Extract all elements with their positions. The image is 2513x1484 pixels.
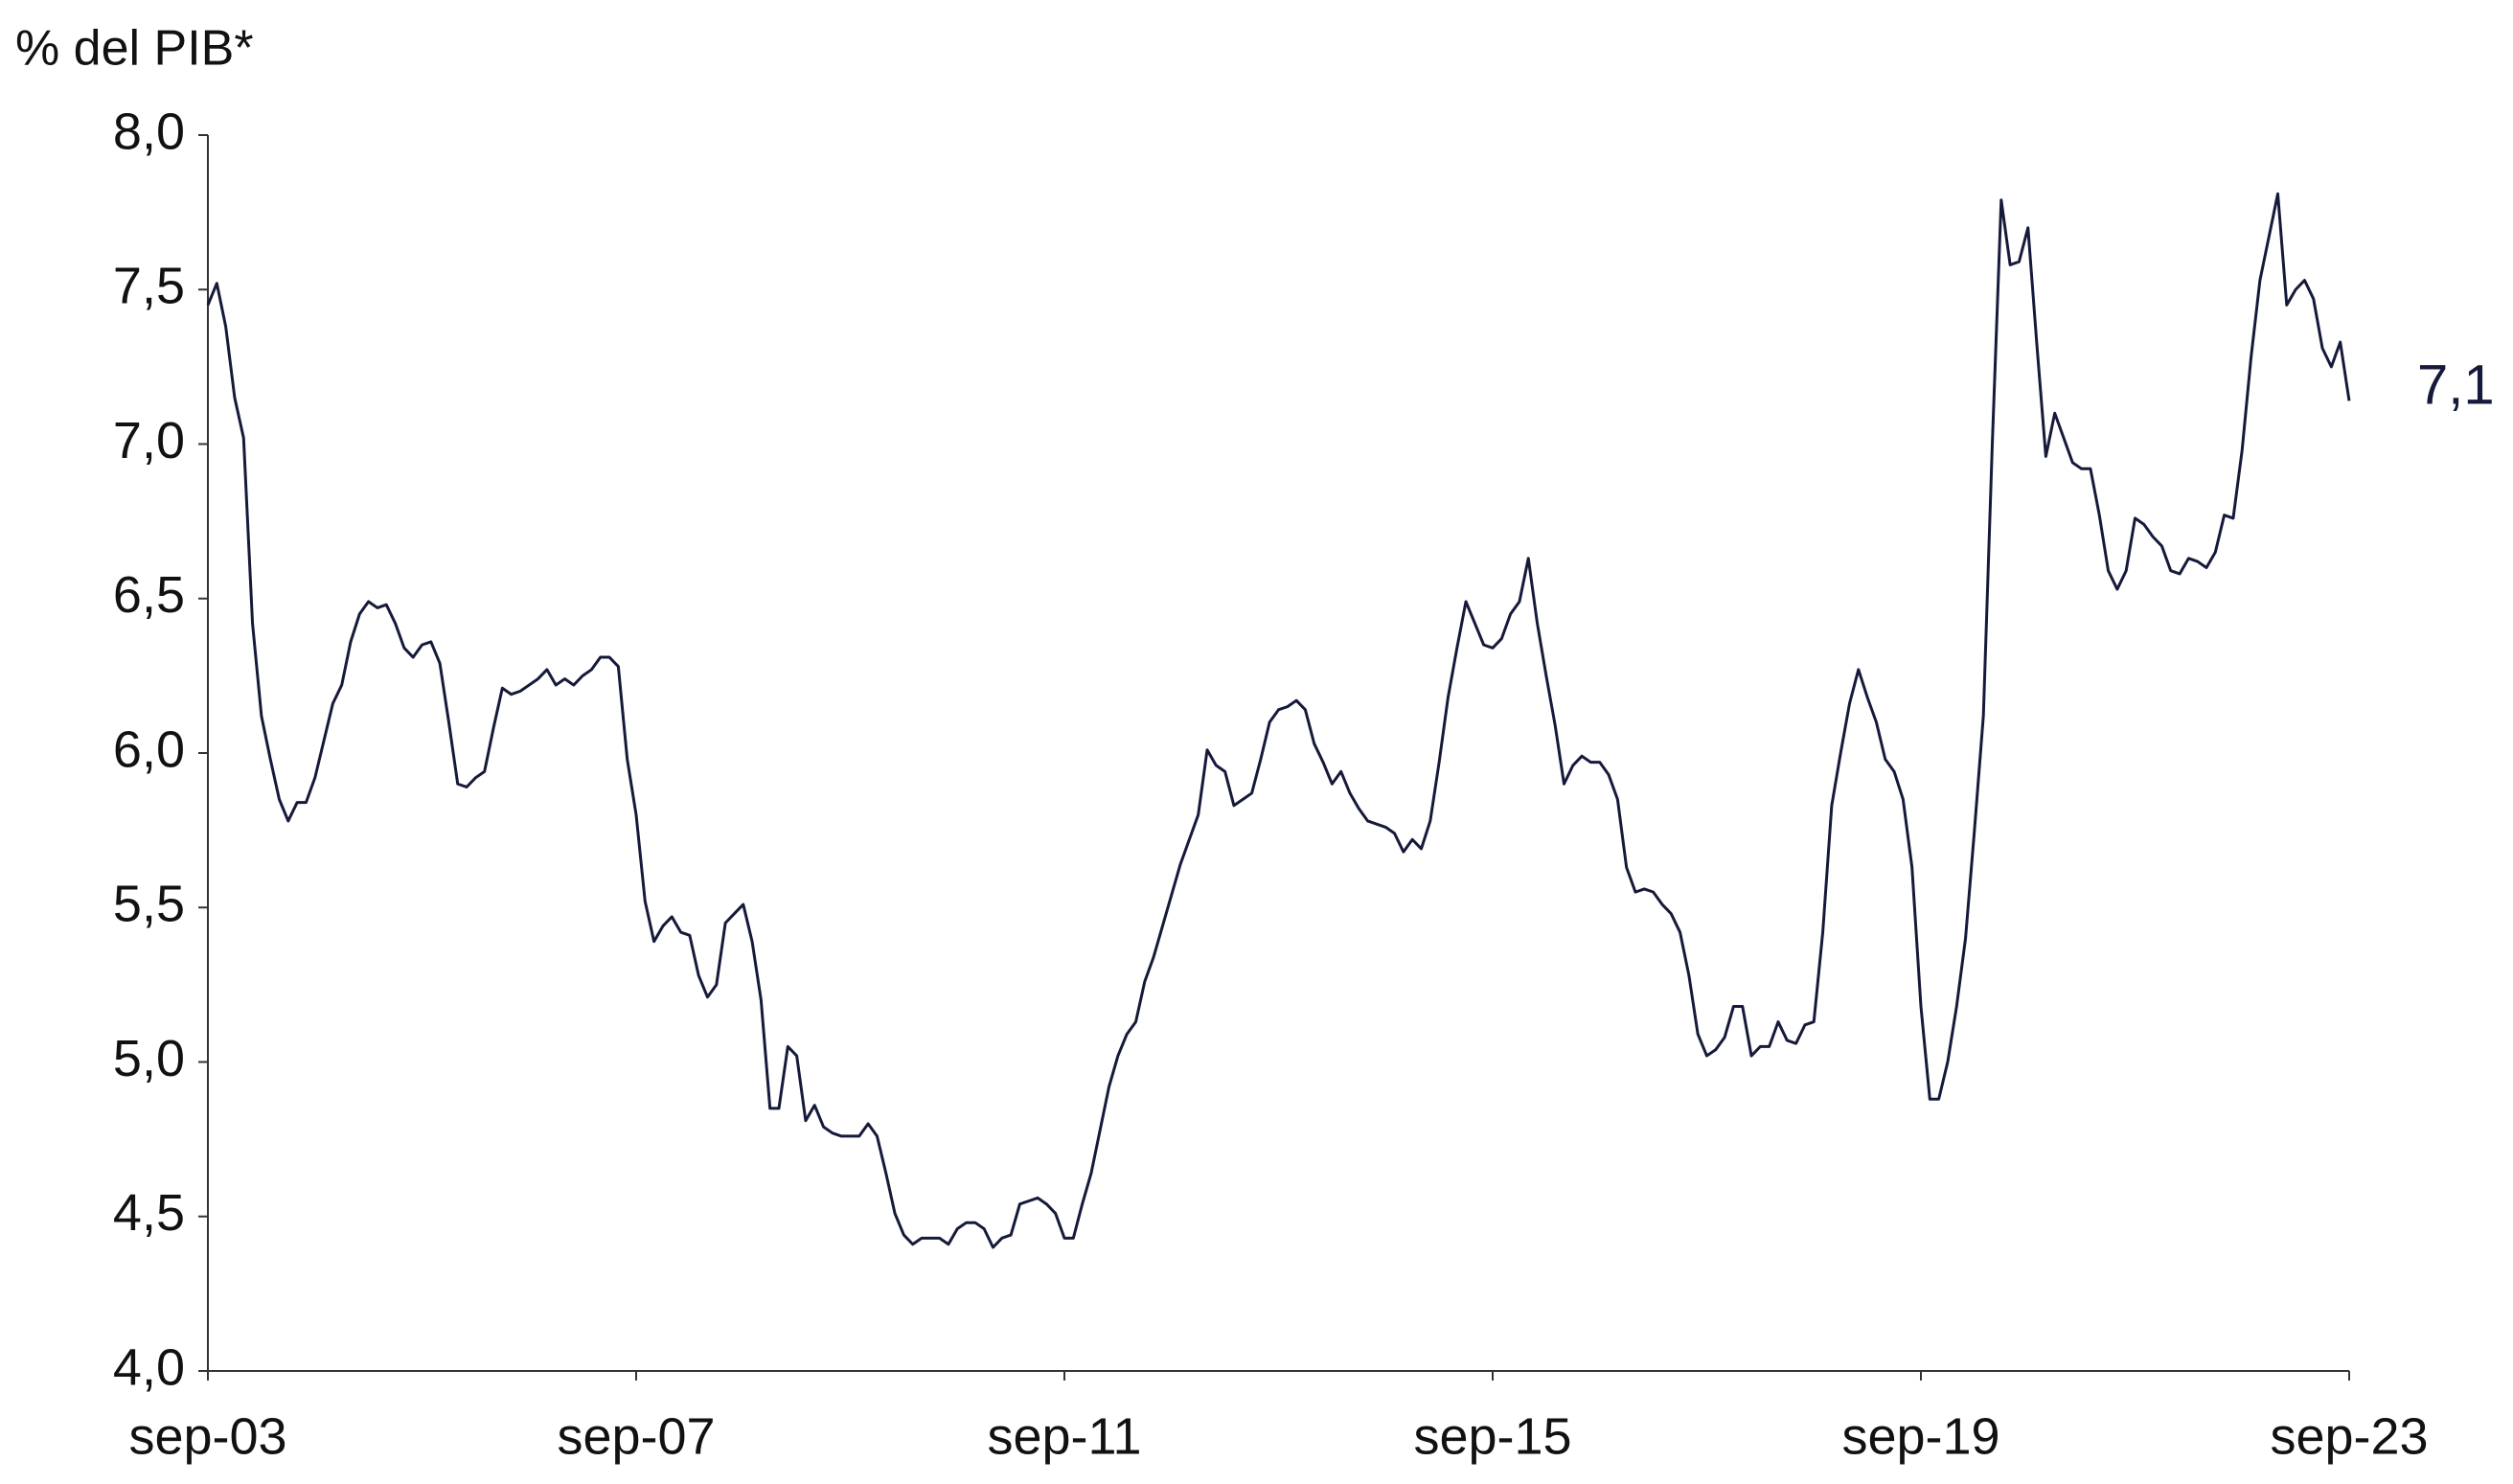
x-tick-label: sep-19 (1841, 1407, 1999, 1465)
x-tick-label: sep-23 (2270, 1407, 2428, 1465)
y-axis-label: % del PIB* (15, 21, 254, 77)
x-tick-label: sep-03 (128, 1407, 286, 1465)
x-tick-label: sep-11 (987, 1407, 1141, 1465)
y-tick-label: 6,5 (113, 566, 185, 624)
y-tick-label: 5,0 (113, 1030, 185, 1087)
x-tick-label: sep-15 (1413, 1407, 1571, 1465)
y-tick-label: 4,5 (113, 1184, 185, 1242)
y-tick-label: 6,0 (113, 720, 185, 778)
end-label: 7,1 (2417, 354, 2495, 416)
y-tick-label: 7,5 (113, 258, 185, 315)
x-tick-label: sep-07 (557, 1407, 715, 1465)
y-tick-label: 7,0 (113, 412, 185, 469)
y-tick-label: 5,5 (113, 876, 185, 933)
y-tick-label: 8,0 (113, 103, 185, 160)
y-tick-label: 4,0 (113, 1338, 185, 1396)
line (206, 192, 2351, 1249)
